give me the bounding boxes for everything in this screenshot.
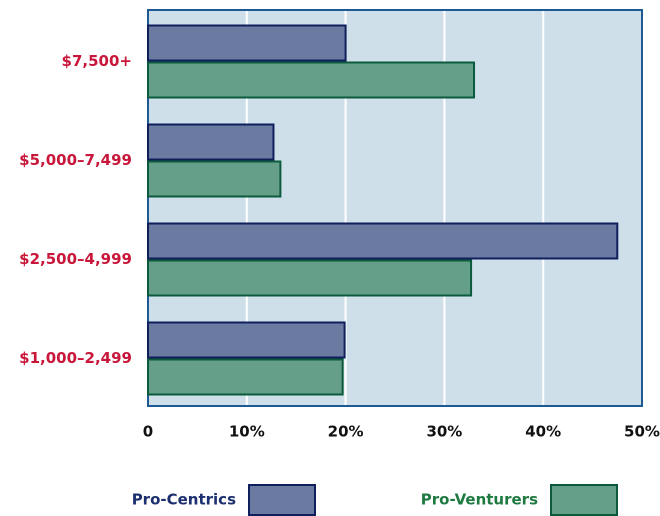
bar: [147, 123, 275, 161]
category-label: $7,500+: [62, 52, 132, 70]
x-tick-label: 20%: [328, 423, 364, 441]
bar: [147, 358, 344, 396]
category-label: $1,000–2,499: [19, 349, 132, 367]
bar: [147, 61, 476, 99]
x-tick-label: 30%: [426, 423, 462, 441]
plot-border: [147, 9, 643, 407]
category-label: $2,500–4,999: [19, 250, 132, 268]
bar: [147, 222, 619, 260]
category-label: $5,000–7,499: [19, 151, 132, 169]
x-tick-label: 0: [143, 423, 153, 441]
legend-swatch: [550, 484, 618, 516]
bar: [147, 160, 282, 198]
x-tick-label: 10%: [229, 423, 265, 441]
bar: [147, 24, 347, 62]
legend-swatch: [248, 484, 316, 516]
x-tick-label: 50%: [624, 423, 660, 441]
x-tick-label: 40%: [525, 423, 561, 441]
bar: [147, 259, 473, 297]
legend-label: Pro-Centrics: [132, 491, 236, 509]
bar: [147, 321, 346, 359]
legend-label: Pro-Venturers: [421, 491, 538, 509]
